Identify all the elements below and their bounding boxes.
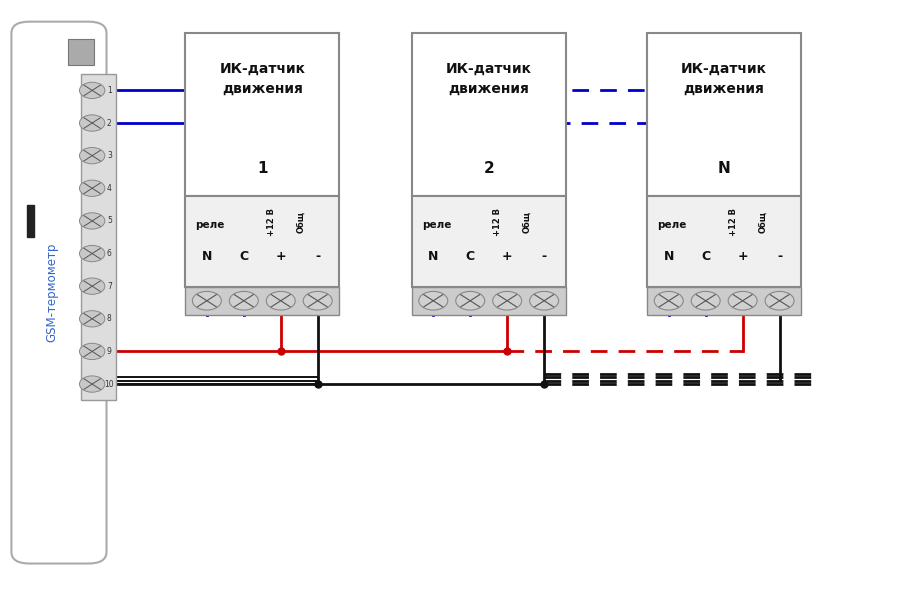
Circle shape xyxy=(691,291,720,310)
Text: ИК-датчик
движения: ИК-датчик движения xyxy=(681,62,767,96)
Circle shape xyxy=(529,291,558,310)
Text: реле: реле xyxy=(421,220,451,230)
Text: -: - xyxy=(777,251,782,264)
Circle shape xyxy=(493,291,522,310)
Circle shape xyxy=(80,278,105,294)
Text: реле: реле xyxy=(657,220,686,230)
Text: 6: 6 xyxy=(107,249,112,258)
Text: 2: 2 xyxy=(107,119,112,128)
Text: 3: 3 xyxy=(107,151,112,160)
Bar xyxy=(411,287,566,315)
Text: реле: реле xyxy=(196,220,225,230)
Circle shape xyxy=(80,343,105,359)
Text: C: C xyxy=(465,251,474,264)
Circle shape xyxy=(80,82,105,99)
Text: 1: 1 xyxy=(257,161,268,176)
Bar xyxy=(81,74,115,400)
Text: +12 В: +12 В xyxy=(728,209,738,236)
Circle shape xyxy=(303,291,332,310)
Text: 10: 10 xyxy=(104,379,114,388)
Circle shape xyxy=(654,291,684,310)
Bar xyxy=(68,39,94,66)
Bar xyxy=(186,196,339,287)
Text: 2: 2 xyxy=(484,161,494,176)
Text: +12 В: +12 В xyxy=(267,209,276,236)
Text: C: C xyxy=(701,251,710,264)
Text: +12 В: +12 В xyxy=(494,209,503,236)
Circle shape xyxy=(80,115,105,131)
Text: Общ: Общ xyxy=(296,212,305,233)
Text: -: - xyxy=(315,251,320,264)
Circle shape xyxy=(229,291,259,310)
Text: 1: 1 xyxy=(107,86,112,95)
Circle shape xyxy=(456,291,484,310)
Circle shape xyxy=(80,245,105,262)
Bar xyxy=(411,196,566,287)
Circle shape xyxy=(266,291,295,310)
FancyBboxPatch shape xyxy=(11,22,107,564)
Bar xyxy=(186,287,339,315)
Text: N: N xyxy=(428,251,439,264)
Text: C: C xyxy=(239,251,249,264)
Text: -: - xyxy=(542,251,547,264)
Bar xyxy=(186,33,339,196)
Text: +: + xyxy=(275,251,286,264)
Bar xyxy=(647,196,802,287)
Circle shape xyxy=(192,291,221,310)
Circle shape xyxy=(80,148,105,164)
Text: +: + xyxy=(738,251,748,264)
Text: Общ: Общ xyxy=(758,212,767,233)
Text: 5: 5 xyxy=(107,216,112,225)
Bar xyxy=(647,33,802,196)
Circle shape xyxy=(419,291,448,310)
Circle shape xyxy=(728,291,757,310)
Text: 7: 7 xyxy=(107,282,112,291)
Circle shape xyxy=(80,376,105,392)
Circle shape xyxy=(80,311,105,327)
Text: 8: 8 xyxy=(107,314,112,323)
Text: 4: 4 xyxy=(107,184,112,193)
Text: ИК-датчик
движения: ИК-датчик движения xyxy=(219,62,305,96)
Bar xyxy=(27,205,34,237)
Bar xyxy=(411,33,566,196)
Text: N: N xyxy=(664,251,674,264)
Text: ИК-датчик
движения: ИК-датчик движения xyxy=(446,62,532,96)
Text: +: + xyxy=(502,251,513,264)
Bar xyxy=(647,287,802,315)
Text: GSM-термометр: GSM-термометр xyxy=(46,243,58,342)
Text: 9: 9 xyxy=(107,347,112,356)
Text: N: N xyxy=(202,251,212,264)
Text: N: N xyxy=(717,161,730,176)
Circle shape xyxy=(80,213,105,229)
Circle shape xyxy=(765,291,794,310)
Circle shape xyxy=(80,180,105,196)
Text: Общ: Общ xyxy=(523,212,532,233)
